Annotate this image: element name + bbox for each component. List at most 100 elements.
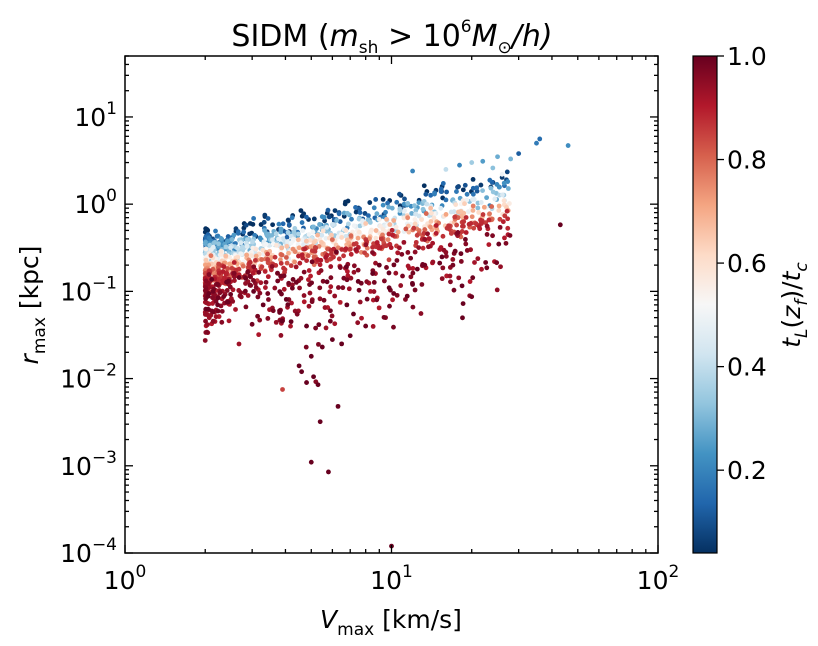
scatter-point (378, 236, 384, 242)
scatter-point (273, 262, 279, 268)
scatter-point (469, 294, 475, 300)
scatter-point (369, 227, 374, 233)
scatter-point (386, 204, 392, 210)
scatter-point (340, 285, 346, 291)
scatter-point (345, 221, 351, 227)
scatter-point (357, 206, 362, 212)
scatter-point (208, 312, 214, 318)
scatter-point (221, 264, 227, 270)
scatter-point (371, 289, 377, 294)
scatter-point (412, 221, 418, 227)
scatter-point (269, 233, 275, 238)
scatter-point (242, 288, 248, 294)
scatter-point (227, 261, 232, 267)
scatter-point (467, 279, 473, 284)
scatter-point (461, 219, 467, 225)
scatter-point (311, 216, 317, 222)
scatter-point (304, 380, 309, 385)
scatter-point (317, 296, 323, 302)
scatter-point (373, 197, 379, 202)
scatter-point (253, 253, 259, 259)
scatter-point (286, 280, 292, 286)
scatter-point (385, 200, 390, 206)
scatter-point (470, 203, 476, 209)
scatter-point (241, 229, 247, 235)
scatter-point (317, 222, 322, 227)
scatter-point (252, 232, 258, 238)
scatter-point (428, 205, 434, 211)
scatter-point (344, 210, 350, 216)
scatter-point (215, 308, 221, 314)
scatter-point (309, 299, 315, 305)
scatter-point (217, 289, 223, 295)
scatter-point (304, 323, 309, 329)
scatter-point (496, 241, 502, 247)
scatter-point (328, 308, 333, 314)
scatter-point (269, 264, 275, 269)
scatter-point (307, 237, 313, 243)
scatter-point (219, 308, 225, 314)
scatter-point (210, 295, 215, 301)
scatter-point (326, 469, 331, 475)
scatter-point (278, 260, 284, 266)
scatter-point (339, 235, 345, 240)
scatter-point (371, 205, 377, 211)
scatter-point (423, 211, 429, 216)
scatter-point (486, 242, 492, 248)
scatter-point (405, 215, 411, 221)
scatter-point (460, 315, 465, 321)
scatter-point (277, 257, 283, 263)
scatter-point (463, 241, 469, 247)
scatter-point (351, 241, 357, 247)
scatter-point (487, 177, 493, 183)
scatter-point (207, 242, 213, 248)
scatter-point (391, 324, 396, 330)
scatter-point (279, 252, 285, 258)
scatter-point (430, 259, 436, 265)
scatter-point (356, 216, 362, 222)
scatter-point (457, 162, 462, 168)
scatter-point (516, 151, 522, 157)
scatter-point (278, 333, 284, 338)
scatter-point (327, 289, 333, 295)
scatter-point (323, 254, 329, 260)
scatter-point (391, 291, 397, 296)
scatter-point (247, 282, 253, 288)
scatter-point (367, 220, 373, 225)
scatter-point (283, 296, 289, 302)
scatter-point (348, 233, 354, 239)
scatter-point (380, 202, 386, 208)
scatter-point (440, 233, 446, 239)
scatter-point (224, 279, 229, 285)
scatter-point (231, 270, 237, 276)
scatter-point (221, 294, 227, 299)
chart-title: SIDM (msh > 106M⊙/h) (231, 17, 552, 58)
scatter-point (403, 226, 409, 232)
scatter-point (416, 200, 422, 205)
scatter-point (324, 224, 330, 230)
colorbar (692, 55, 718, 554)
scatter-point (451, 287, 457, 293)
scatter-point (422, 227, 428, 232)
scatter-point (243, 304, 249, 310)
scatter-point (236, 341, 242, 347)
scatter-point (376, 262, 382, 268)
scatter-point (337, 264, 343, 270)
scatter-point (356, 287, 362, 293)
scatter-point (238, 240, 244, 246)
scatter-point (412, 249, 418, 255)
scatter-point (384, 216, 389, 222)
scatter-point (444, 273, 450, 279)
scatter-point (351, 223, 357, 229)
scatter-point (327, 318, 333, 324)
scatter-point (373, 235, 379, 241)
scatter-point (304, 258, 309, 264)
scatter-point (289, 215, 295, 221)
scatter-point (284, 260, 290, 266)
scatter-point (310, 229, 316, 235)
scatter-point (265, 291, 271, 296)
scatter-point (405, 263, 411, 269)
scatter-point (278, 273, 284, 279)
scatter-point (437, 247, 443, 252)
